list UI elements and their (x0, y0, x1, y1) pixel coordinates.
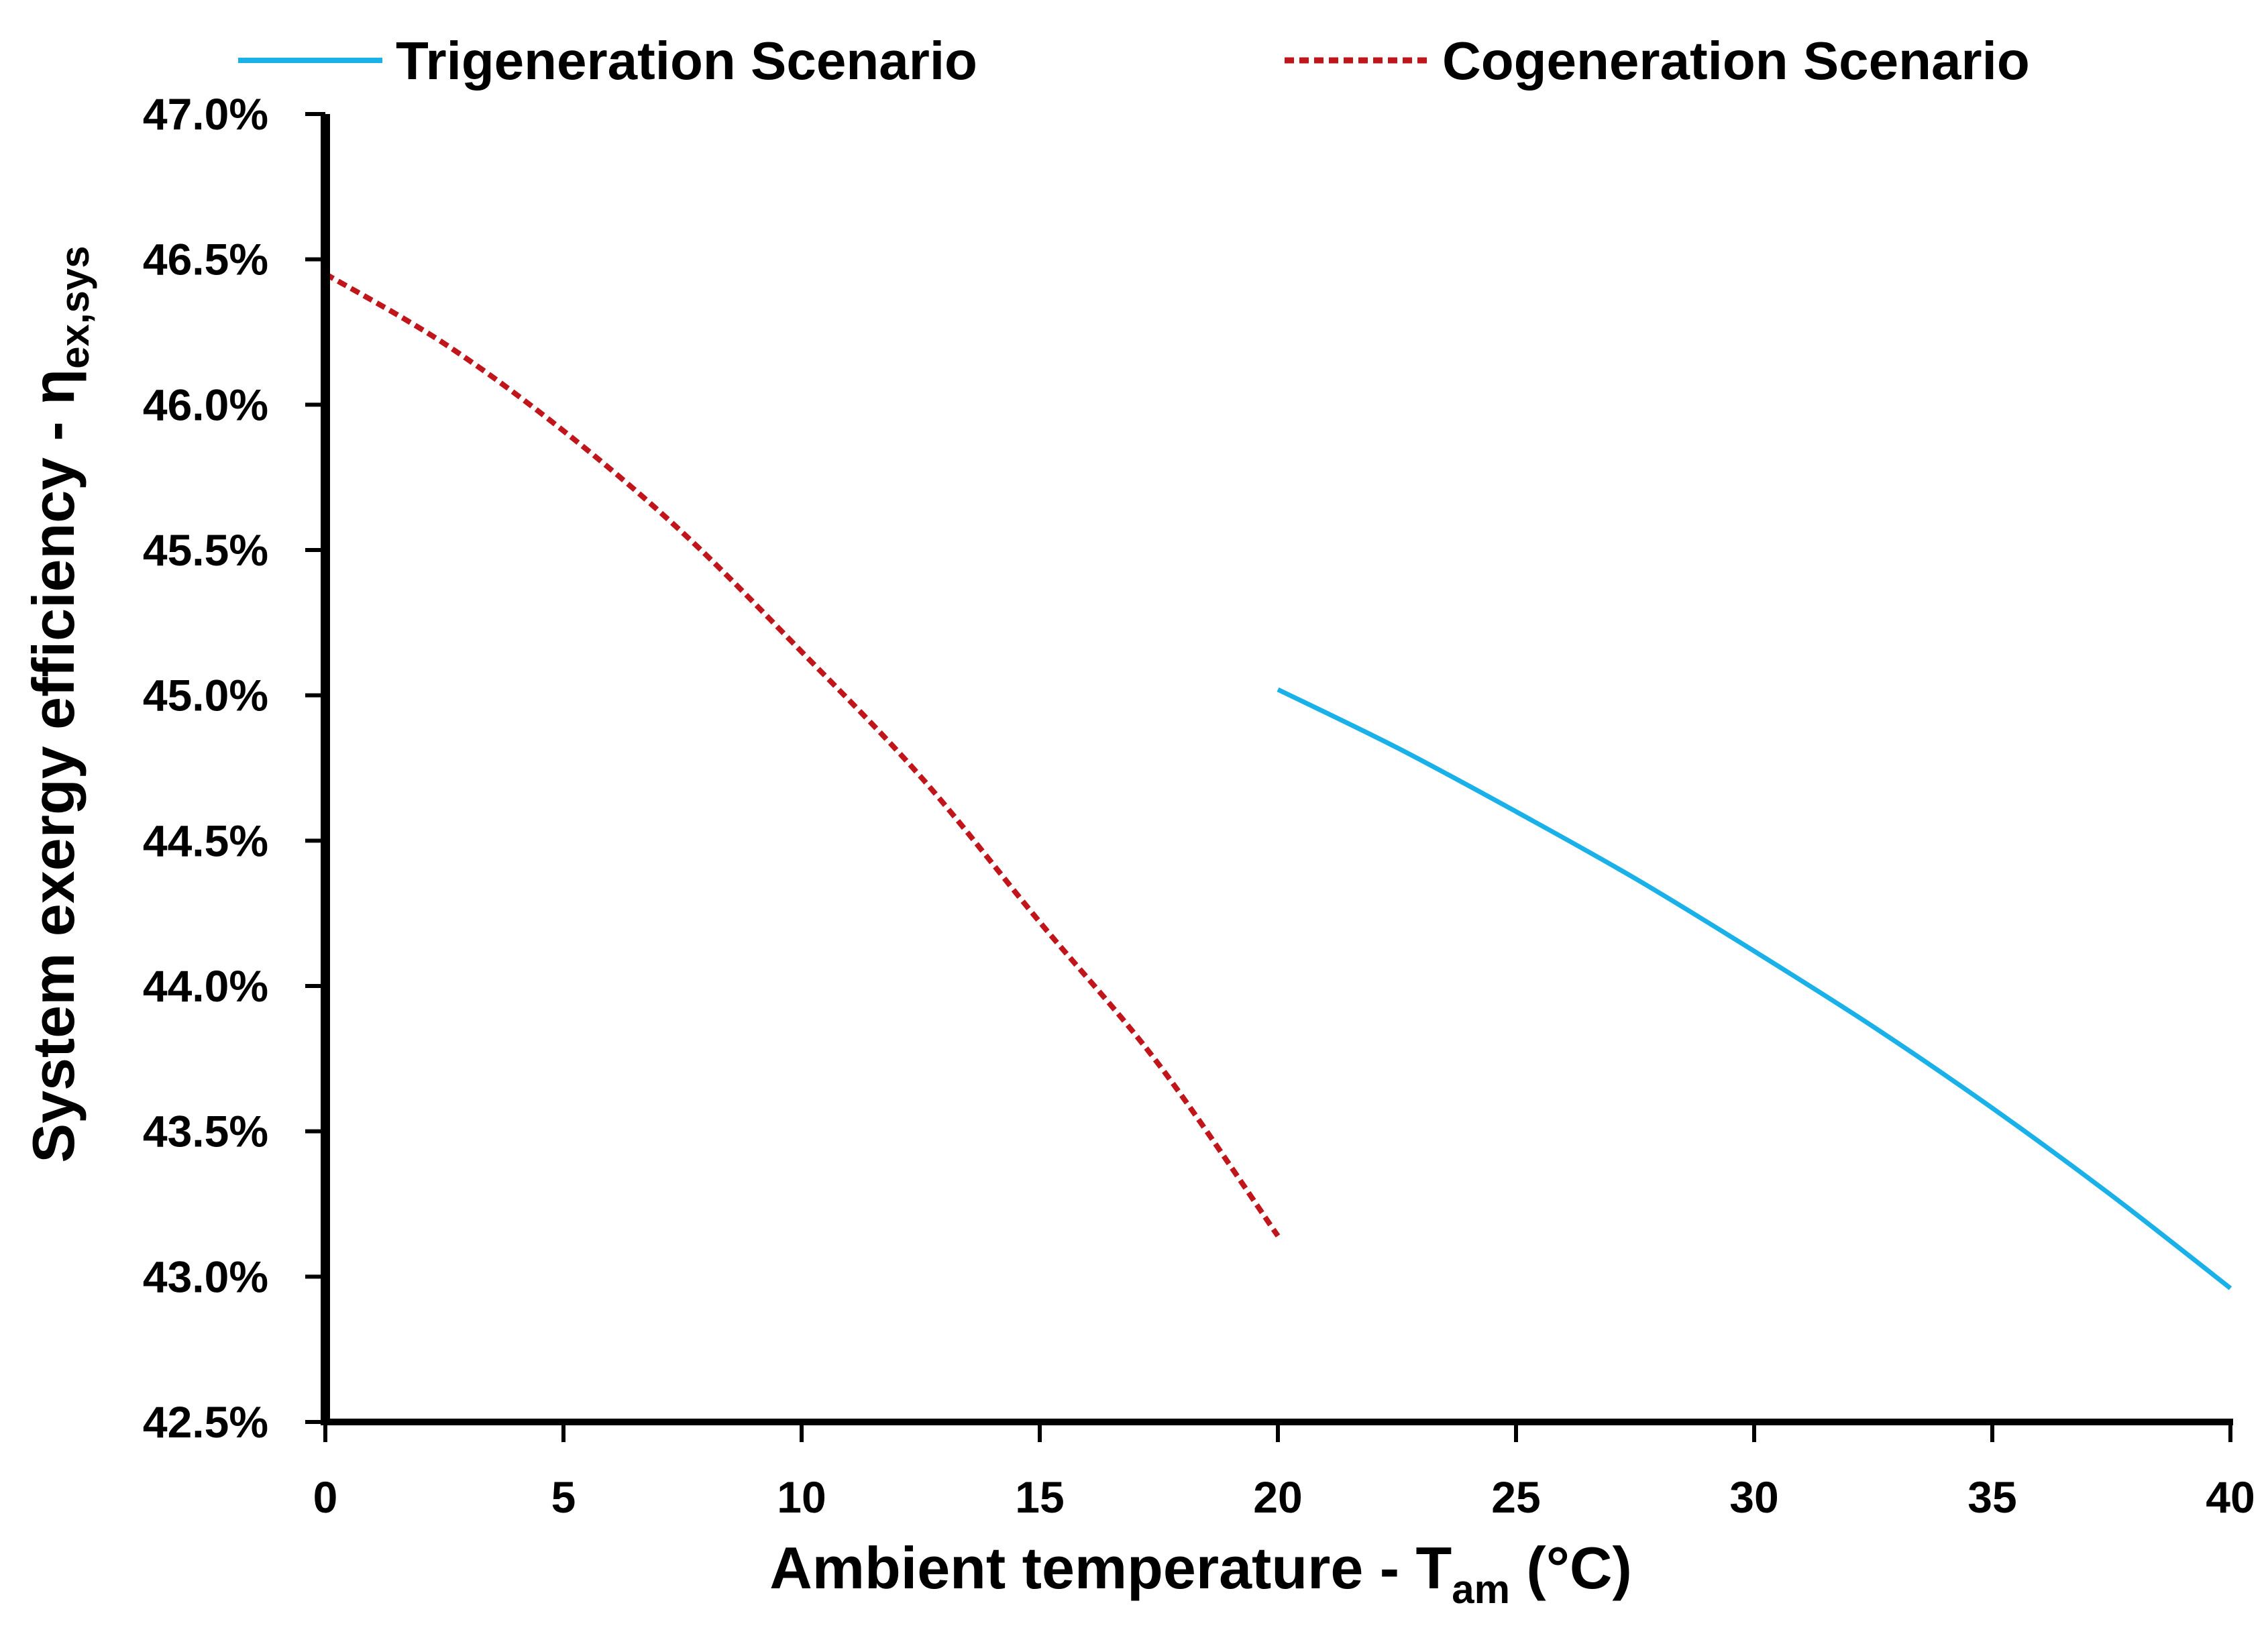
x-tick-label: 5 (551, 1472, 576, 1522)
x-tick-label: 35 (1967, 1472, 2016, 1522)
legend: Trigeneration Scenario Cogeneration Scen… (238, 31, 2030, 91)
y-tick-label: 44.0% (143, 961, 268, 1011)
y-tick-label: 46.0% (143, 380, 268, 429)
y-tick-label: 47.0% (143, 89, 268, 139)
y-tick-label: 44.5% (143, 816, 268, 865)
y-tick-label: 45.0% (143, 671, 268, 720)
x-tick-label: 40 (2206, 1472, 2255, 1522)
legend-label-cogeneration: Cogeneration Scenario (1442, 31, 2030, 91)
series-line-cogeneration-scenario (323, 271, 1281, 1238)
tick-labels: 42.5% 43.0% 43.5% 44.0% 44.5% 45.0% 45.5% 46.0%… (143, 89, 2255, 1522)
x-tick-label: 10 (777, 1472, 826, 1522)
y-tick-label: 43.5% (143, 1107, 268, 1156)
y-tick-label: 45.5% (143, 525, 268, 575)
y-axis-title: System exergy efficiency - ηex,sys (20, 245, 97, 1162)
x-axis-title-subscript: am (1452, 1567, 1510, 1612)
y-tick-label: 46.5% (143, 235, 268, 284)
x-tick-label: 30 (1729, 1472, 1778, 1522)
x-tick-label: 20 (1253, 1472, 1302, 1522)
y-axis-title-subscript: ex,sys (52, 245, 97, 369)
x-tick-label: 15 (1015, 1472, 1064, 1522)
x-tick-label: 0 (313, 1472, 338, 1522)
axes (305, 112, 2233, 1442)
series-layer (323, 271, 2232, 1291)
y-tick-label: 43.0% (143, 1252, 268, 1301)
x-tick-label: 25 (1491, 1472, 1540, 1522)
y-tick-label: 42.5% (143, 1397, 268, 1447)
series-line-trigeneration-scenario (1277, 687, 2232, 1291)
y-axis-title-main: System exergy efficiency - η (20, 369, 87, 1163)
x-axis-title: Ambient temperature - Tam (°C) (769, 1535, 1632, 1612)
legend-label-trigeneration: Trigeneration Scenario (396, 31, 977, 91)
x-axis-title-suffix: (°C) (1510, 1535, 1632, 1601)
x-axis-title-main: Ambient temperature - T (769, 1535, 1452, 1601)
